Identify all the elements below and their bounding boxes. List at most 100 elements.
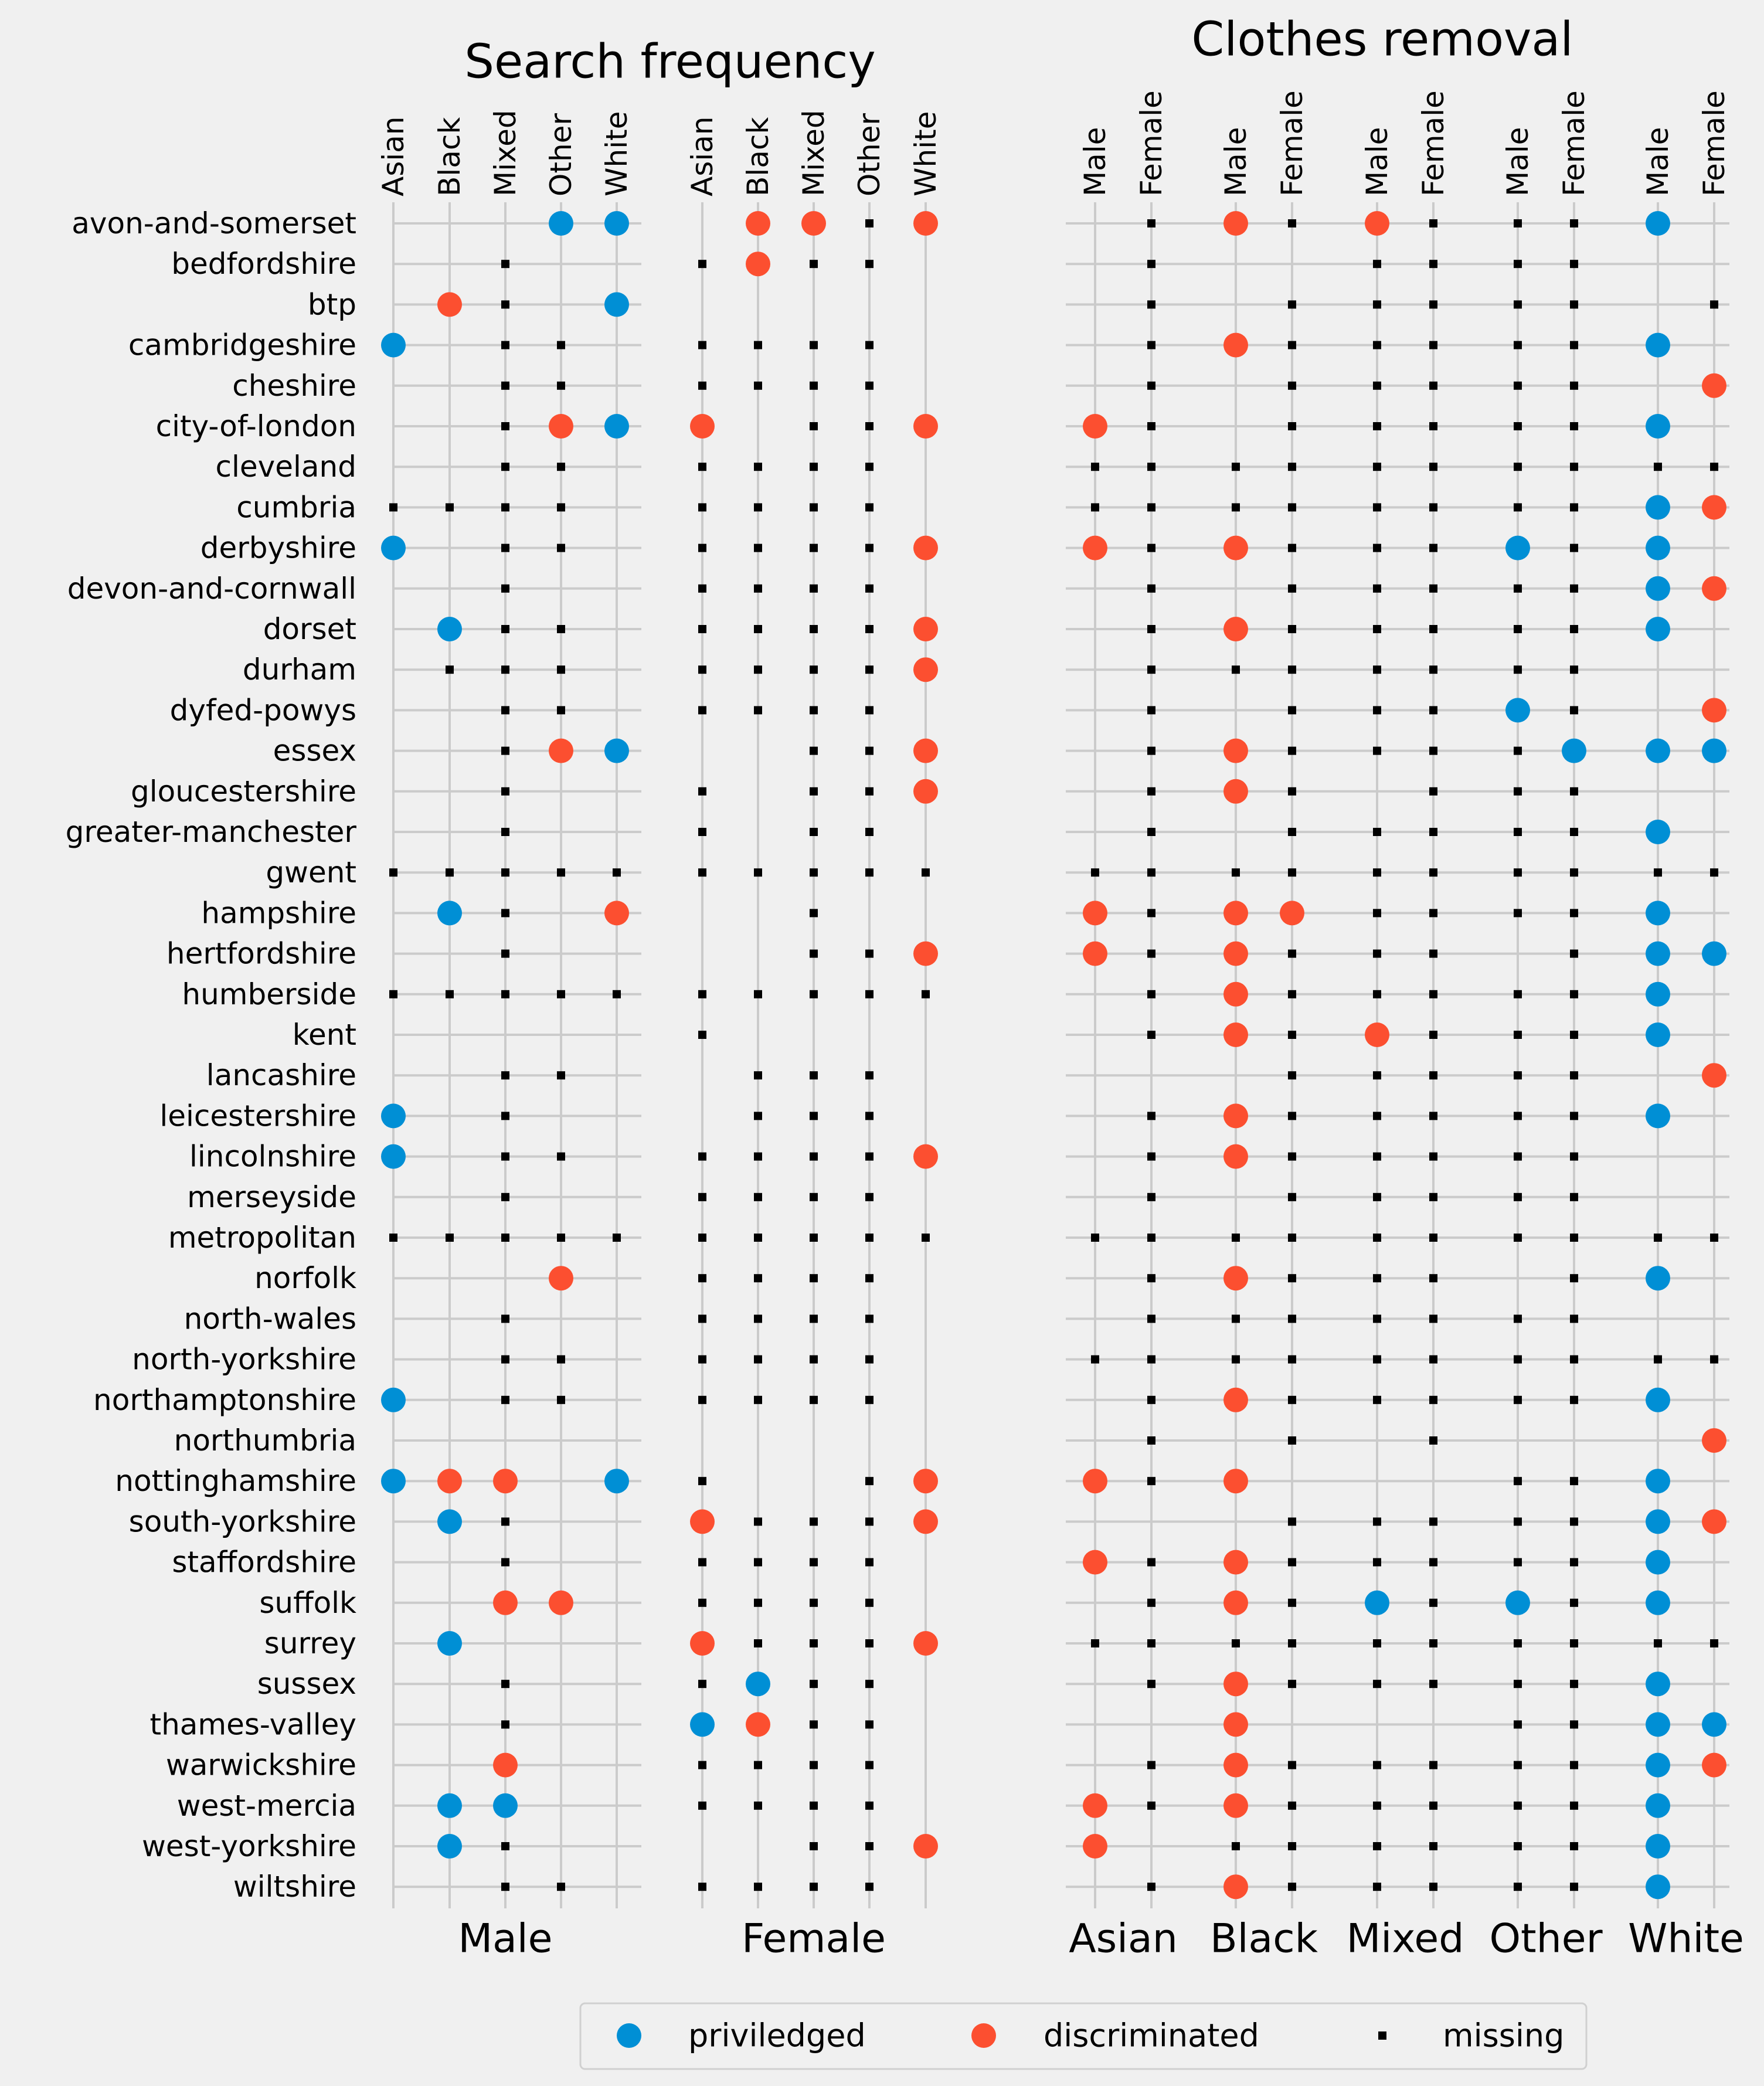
column-tick-label: Other	[544, 113, 578, 196]
missing-point	[810, 422, 818, 430]
missing-point	[1373, 909, 1381, 918]
discriminated-point	[913, 211, 938, 236]
missing-point	[1091, 1234, 1099, 1242]
missing-point	[1373, 949, 1381, 958]
missing-point	[1232, 1355, 1240, 1364]
priviledged-point	[746, 1671, 770, 1697]
row-label: gloucestershire	[131, 774, 356, 808]
missing-point	[1514, 1801, 1522, 1810]
missing-point	[1147, 341, 1155, 349]
group-label: White	[1628, 1916, 1744, 1962]
priviledged-point	[1505, 535, 1530, 560]
missing-point	[1288, 1558, 1296, 1567]
missing-point	[698, 1234, 706, 1242]
missing-point	[810, 909, 818, 918]
priviledged-point	[437, 1631, 462, 1656]
missing-point	[698, 625, 706, 633]
column-tick-label: Female	[1557, 90, 1591, 196]
missing-point	[698, 1355, 706, 1364]
missing-point	[557, 1883, 565, 1891]
priviledged-point	[1646, 332, 1670, 358]
row-label: derbyshire	[200, 531, 356, 565]
missing-point	[810, 1842, 818, 1850]
missing-point	[1429, 1680, 1437, 1688]
missing-point	[1147, 1883, 1155, 1891]
missing-point	[865, 1395, 873, 1404]
missing-point	[1570, 665, 1578, 674]
missing-point	[1373, 422, 1381, 430]
missing-point	[1288, 1314, 1296, 1323]
row-label: suffolk	[259, 1586, 356, 1620]
missing-point	[1373, 1842, 1381, 1850]
discriminated-point	[1365, 1022, 1389, 1047]
missing-point	[922, 990, 930, 998]
missing-point	[1147, 1558, 1155, 1567]
priviledged-point	[604, 292, 629, 317]
priviledged-point	[1702, 941, 1726, 966]
row-label: cambridgeshire	[128, 328, 356, 362]
group-label: Mixed	[1347, 1916, 1464, 1962]
missing-point	[1232, 1842, 1240, 1850]
discriminated-point	[1223, 779, 1248, 804]
priviledged-point	[1646, 617, 1670, 641]
missing-point	[1514, 463, 1522, 471]
discriminated-point	[1280, 901, 1304, 926]
missing-point	[1147, 1193, 1155, 1201]
discriminated-point	[801, 211, 826, 236]
missing-point	[865, 665, 873, 674]
missing-point	[754, 1639, 762, 1647]
missing-point	[501, 787, 509, 796]
missing-point	[1514, 341, 1522, 349]
missing-point	[698, 787, 706, 796]
row-label: humberside	[182, 977, 356, 1011]
missing-point	[1514, 1355, 1522, 1364]
missing-point	[446, 1234, 454, 1242]
missing-point	[754, 1395, 762, 1404]
missing-point	[810, 746, 818, 755]
missing-point	[1429, 949, 1437, 958]
missing-point	[1147, 219, 1155, 227]
missing-point	[1429, 1031, 1437, 1039]
priviledged-point	[604, 1469, 629, 1494]
missing-point	[1147, 1314, 1155, 1323]
missing-point	[1147, 1801, 1155, 1810]
row-label: dorset	[263, 612, 356, 646]
discriminated-point	[1223, 1022, 1248, 1047]
missing-point	[754, 1598, 762, 1607]
missing-point	[865, 1355, 873, 1364]
missing-point	[810, 1355, 818, 1364]
missing-point	[1373, 625, 1381, 633]
group-label: Female	[742, 1916, 886, 1962]
missing-point	[810, 1680, 818, 1688]
discriminated-point	[913, 1509, 938, 1534]
missing-point	[1710, 1639, 1718, 1647]
missing-point	[1373, 260, 1381, 269]
missing-point	[1147, 1680, 1155, 1688]
priviledged-point	[604, 211, 629, 236]
missing-point	[1570, 625, 1578, 633]
missing-point	[1373, 543, 1381, 552]
missing-point	[501, 909, 509, 918]
priviledged-point	[1646, 1387, 1670, 1412]
column-tick-label: Other	[852, 113, 886, 196]
missing-point	[810, 1274, 818, 1283]
missing-point	[1288, 300, 1296, 309]
missing-point	[1570, 1314, 1578, 1323]
row-label: cleveland	[216, 450, 356, 484]
missing-point	[1570, 868, 1578, 877]
missing-point	[865, 584, 873, 593]
missing-point	[1514, 1071, 1522, 1080]
missing-point	[1288, 1274, 1296, 1283]
missing-point	[754, 665, 762, 674]
missing-point	[865, 828, 873, 836]
missing-point	[754, 990, 762, 998]
legend-box	[579, 2002, 1588, 2070]
missing-point	[1091, 1355, 1099, 1364]
missing-point	[1288, 1031, 1296, 1039]
missing-point	[698, 1152, 706, 1161]
missing-point	[810, 381, 818, 390]
missing-point	[1570, 1720, 1578, 1729]
priviledged-point	[604, 738, 629, 763]
missing-point	[1373, 1234, 1381, 1242]
